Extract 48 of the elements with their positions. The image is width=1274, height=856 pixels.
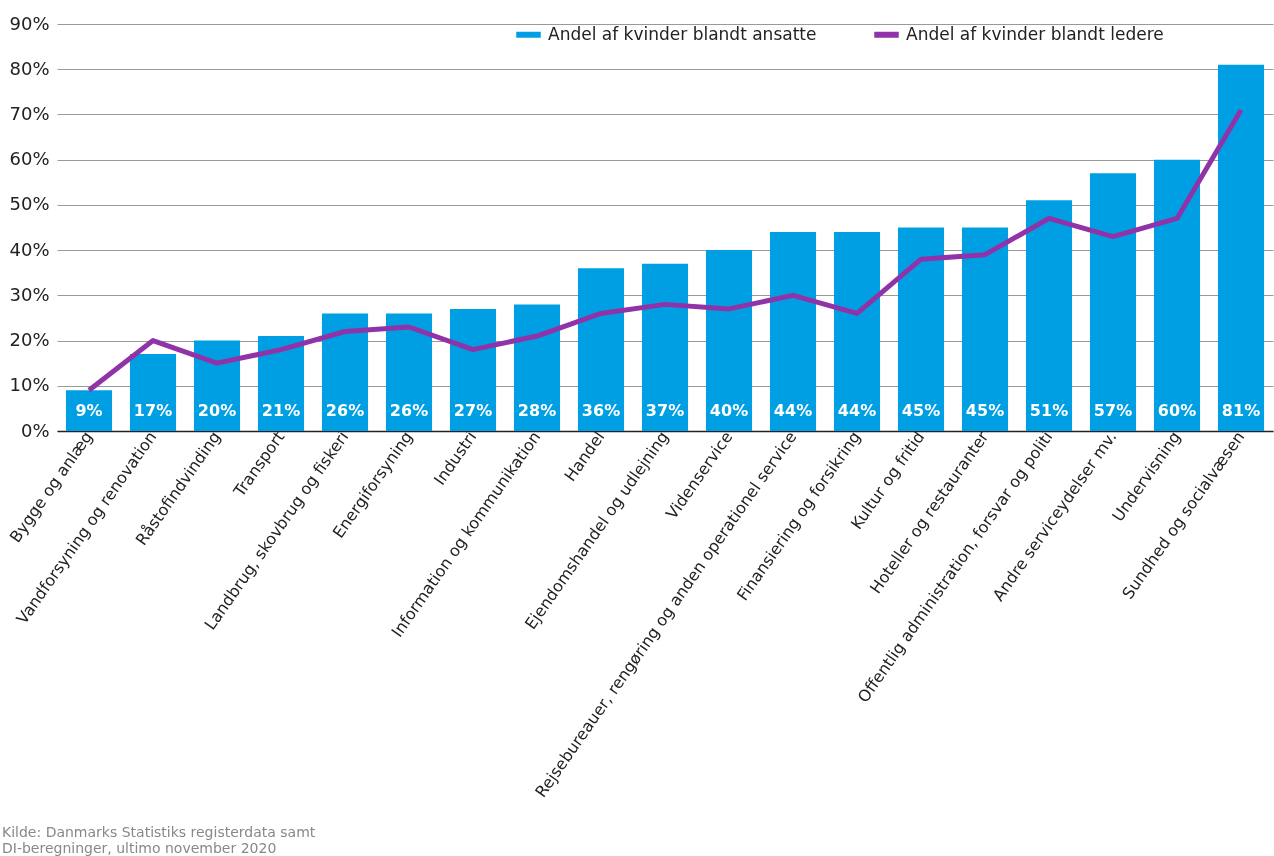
bar bbox=[1217, 64, 1265, 431]
data-label: 36% bbox=[581, 401, 621, 420]
bar bbox=[897, 227, 945, 431]
data-label: 9% bbox=[75, 401, 103, 420]
y-tick-label: 40% bbox=[9, 238, 50, 260]
bar bbox=[961, 227, 1009, 431]
bar bbox=[769, 232, 817, 431]
y-tick-label: 80% bbox=[9, 57, 50, 79]
y-tick-label: 10% bbox=[9, 374, 50, 396]
data-label: 21% bbox=[261, 401, 301, 420]
y-tick-label: 70% bbox=[9, 102, 50, 124]
y-tick-label: 50% bbox=[9, 193, 50, 215]
data-label: 44% bbox=[837, 401, 877, 420]
data-label: 17% bbox=[133, 401, 173, 420]
data-label: 51% bbox=[1029, 401, 1069, 420]
data-label: 81% bbox=[1221, 401, 1261, 420]
bar bbox=[385, 313, 433, 431]
data-label: 20% bbox=[197, 401, 237, 420]
bar bbox=[1025, 200, 1073, 431]
data-label: 45% bbox=[901, 401, 941, 420]
bar bbox=[705, 250, 753, 431]
legend-label: Andel af kvinder blandt ansatte bbox=[548, 23, 817, 44]
bar bbox=[833, 232, 881, 431]
y-tick-label: 20% bbox=[9, 329, 50, 351]
data-label: 40% bbox=[709, 401, 749, 420]
bar bbox=[449, 308, 497, 431]
data-label: 45% bbox=[965, 401, 1005, 420]
y-tick-label: 0% bbox=[20, 419, 50, 441]
bar bbox=[321, 313, 369, 431]
legend-label: Andel af kvinder blandt ledere bbox=[906, 23, 1164, 44]
data-label: 26% bbox=[325, 401, 365, 420]
data-label: 37% bbox=[645, 401, 685, 420]
bar bbox=[641, 263, 689, 431]
data-label: 57% bbox=[1093, 401, 1133, 420]
data-label: 27% bbox=[453, 401, 493, 420]
data-label: 28% bbox=[517, 401, 557, 420]
data-label: 44% bbox=[773, 401, 813, 420]
bar bbox=[129, 354, 177, 431]
bar bbox=[513, 304, 561, 431]
text: Kilde: Danmarks Statistiks registerdata samt DI-beregninger, ultimo november 2020 bbox=[2, 824, 316, 856]
y-tick-label: 30% bbox=[9, 283, 50, 305]
bar bbox=[1089, 173, 1137, 431]
data-label: 60% bbox=[1157, 401, 1197, 420]
bar bbox=[577, 268, 625, 431]
data-label: 26% bbox=[389, 401, 429, 420]
y-tick-label: 60% bbox=[9, 148, 50, 170]
bar bbox=[1153, 159, 1201, 431]
y-tick-label: 90% bbox=[9, 12, 50, 34]
